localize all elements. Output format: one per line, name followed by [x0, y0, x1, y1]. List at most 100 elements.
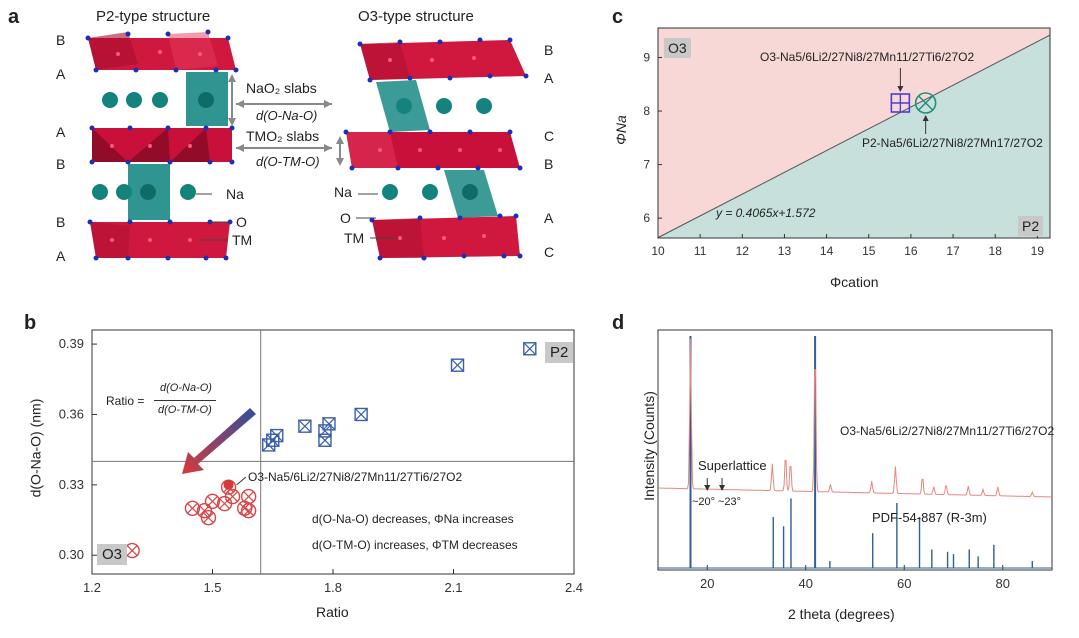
- na-atom: [102, 92, 118, 108]
- marker-cross: [354, 408, 368, 421]
- o3-stack-label: C: [544, 244, 555, 260]
- marker-circle: [914, 92, 937, 114]
- d-ona-label: d(O-Na-O): [256, 108, 318, 123]
- p2-stack-label: A: [56, 248, 66, 264]
- panel-letter-b: b: [24, 312, 37, 334]
- x-tick-label: 11: [694, 244, 707, 258]
- c-xlabel: Φcation: [830, 274, 879, 290]
- slab-arrows: [228, 74, 344, 166]
- d-series-label-pdf: PDF-54-887 (R-3m): [872, 510, 987, 525]
- marker-circle: [200, 509, 217, 526]
- marker-square: [523, 342, 537, 356]
- c-line-equation: y = 0.4065x+1.572: [716, 206, 816, 220]
- p2-data-point: [523, 342, 537, 356]
- b-note-2: d(O-TM-O) increases, ΦTM decreases: [312, 538, 518, 552]
- x-tick-label: 15: [862, 244, 876, 258]
- na-atom: [116, 184, 132, 200]
- panel-letter-a: a: [8, 6, 20, 28]
- na-atom: [382, 184, 398, 200]
- marker-cross: [451, 358, 464, 372]
- legend-leaders: [196, 193, 398, 241]
- x-tick-label: 80: [996, 576, 1010, 591]
- x-tick-label: 40: [799, 576, 813, 591]
- x-tick-label: 18: [989, 244, 1003, 258]
- d-series-label-o3: O3-Na5/6Li2/27Ni8/27Mn11/27Ti6/27O2: [840, 424, 1055, 438]
- x-tick-label: 1.5: [203, 580, 221, 595]
- marker-cross: [126, 545, 138, 556]
- tm-atoms: [110, 50, 202, 242]
- p2-data-point: [270, 428, 284, 443]
- o-atoms: [343, 37, 529, 261]
- nao2-slabs-label: NaO₂ slabs: [246, 80, 317, 96]
- x-tick-label: 19: [1031, 244, 1045, 258]
- x-tick-label: 20: [700, 576, 714, 591]
- ratio-formula-numerator: d(O-Na-O): [160, 382, 212, 394]
- o3-data-point: [224, 488, 241, 505]
- y-tick-label: 8: [643, 104, 650, 118]
- marker-square: [270, 428, 284, 443]
- p2-data-point: [322, 417, 336, 431]
- y-tick-label: 6: [643, 211, 650, 225]
- y-tick-label: 0.30: [59, 547, 84, 562]
- highlight-leader: [236, 476, 247, 486]
- p2-data-point: [298, 419, 312, 433]
- b-note-1: d(O-Na-O) decreases, ΦNa increases: [312, 512, 514, 526]
- x-tick-label: 2.1: [444, 580, 462, 595]
- p2-stack-label: A: [56, 124, 66, 140]
- na-atom: [152, 92, 168, 108]
- p2-structure-title: P2-type structure: [96, 8, 211, 25]
- tm-legend-label-p2: TM: [232, 232, 253, 248]
- na-atom: [462, 184, 478, 200]
- na-atom: [436, 98, 452, 114]
- marker-square: [266, 433, 280, 447]
- y-tick-label: 9: [643, 50, 650, 64]
- ratio-formula-bar: [154, 400, 216, 401]
- x-tick-label: 16: [904, 244, 918, 258]
- na-legend-label-o3: Na: [334, 184, 352, 200]
- o-legend-label-p2: O: [236, 214, 247, 230]
- x-tick-label: 13: [778, 244, 792, 258]
- plot-frame: [657, 329, 1053, 571]
- marker-square: [322, 417, 336, 431]
- x-tick-label: 12: [736, 244, 750, 258]
- marker-cross: [207, 495, 218, 507]
- c-point-label-p2: P2-Na5/6Li2/27Ni8/27Mn17/27O2: [862, 136, 1043, 150]
- c-region-label-o3: O3: [664, 38, 691, 58]
- marker-cross: [203, 512, 214, 524]
- marker-cross: [318, 424, 332, 438]
- sample-pattern: [658, 338, 1052, 498]
- superlattice-arrowhead: [704, 485, 711, 491]
- b-region-label-o3: O3: [97, 544, 128, 565]
- o-atoms: [85, 29, 239, 261]
- d-xlabel: 2 theta (degrees): [788, 606, 895, 622]
- b-highlight-label: O3-Na5/6Li2/27Ni8/27Mn11/27Ti6/27O2: [248, 470, 463, 484]
- o3-point-arrowhead: [897, 86, 904, 92]
- p2-data-point: [354, 407, 368, 422]
- o3-data-point: [204, 493, 221, 509]
- ratio-formula-denominator: d(O-TM-O): [158, 404, 212, 416]
- d-angle-2: ~23°: [718, 496, 742, 508]
- p2-stack-label: B: [56, 156, 66, 172]
- marker-square: [298, 419, 312, 433]
- y-tick-label: 0.39: [59, 336, 84, 351]
- o3-stack-label: A: [544, 70, 554, 86]
- marker-cross: [322, 417, 336, 431]
- marker-cross: [186, 502, 198, 514]
- plot-frame: [657, 27, 1051, 239]
- d-otmo-label: d(O-TM-O): [256, 154, 320, 169]
- na-atom: [476, 98, 492, 114]
- d-superlattice-label: Superlattice: [698, 458, 767, 473]
- panel-letter-d: d: [612, 312, 625, 334]
- x-tick-label: 14: [820, 244, 834, 258]
- marker-square: [450, 358, 465, 372]
- p2-point-arrowhead: [922, 115, 929, 121]
- o3-data-point: [240, 502, 257, 519]
- trend-arrow: [182, 408, 256, 474]
- o3-structure-title: O3-type structure: [358, 8, 474, 25]
- marker-cross: [523, 342, 537, 356]
- marker-cross: [227, 491, 239, 503]
- b-xlabel: Ratio: [316, 604, 349, 620]
